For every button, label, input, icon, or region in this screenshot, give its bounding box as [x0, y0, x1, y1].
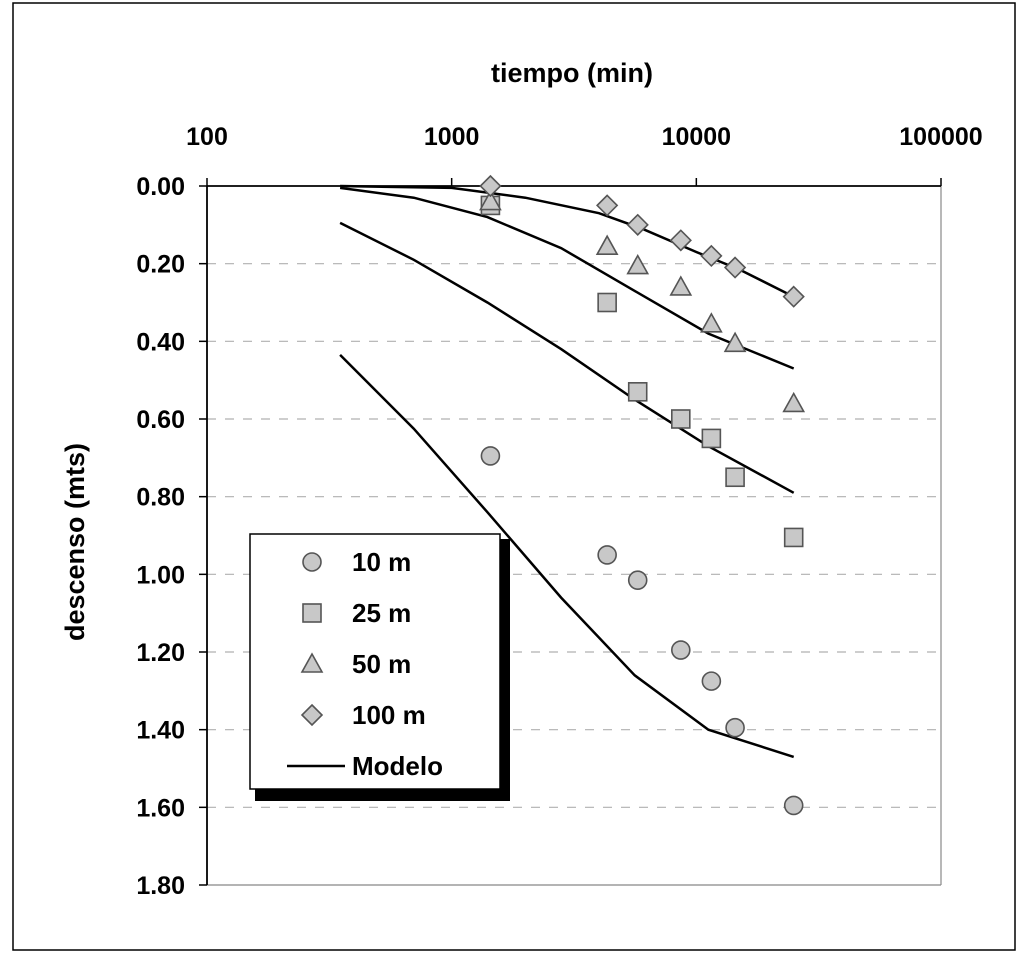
data-point-25m [627, 382, 648, 402]
data-point-50m [782, 391, 806, 413]
y-tick-label: 0.00 [136, 173, 185, 201]
y-tick-label: 0.20 [136, 251, 185, 279]
data-point-25m [671, 409, 691, 429]
data-point-10m [671, 640, 691, 660]
data-point-100m [669, 229, 692, 252]
model-line [339, 354, 795, 759]
data-point-100m [479, 174, 502, 198]
legend-label: 100 m [352, 700, 426, 730]
y-tick-label: 0.40 [136, 328, 185, 356]
legend-marker-10m [302, 552, 322, 572]
x-tick-label: 100000 [899, 123, 982, 151]
gridlines [207, 263, 941, 808]
axes: 0.00 0.20 0.40 0.60 0.80 1.00 1.20 1.40 1.60 1.80… [136, 123, 982, 900]
data-point-100m [782, 285, 805, 308]
legend-marker-100m [300, 703, 324, 727]
data-points [479, 174, 806, 816]
legend-label: 10 m [352, 547, 411, 577]
x-tick-label: 1000 [424, 123, 480, 151]
data-point-10m [725, 717, 745, 738]
data-point-100m [626, 213, 649, 236]
legend-label: Modelo [352, 751, 443, 781]
legend-box [249, 533, 501, 790]
data-point-100m [723, 256, 747, 279]
y-tick-label: 1.60 [136, 794, 185, 822]
data-point-25m [783, 527, 804, 548]
data-point-10m [783, 795, 804, 816]
data-point-50m [626, 253, 650, 275]
y-axis-label: descenso (mts) [60, 443, 90, 641]
y-tick-label: 0.80 [136, 484, 185, 512]
data-point-25m [701, 428, 722, 449]
data-point-50m [700, 312, 723, 333]
data-point-10m [701, 671, 722, 691]
data-point-25m [597, 292, 617, 313]
model-line [339, 186, 795, 370]
legend-label: 25 m [352, 598, 411, 628]
y-tick-label: 1.40 [136, 717, 185, 745]
legend-label: 50 m [352, 649, 411, 679]
x-axis-label: tiempo (min) [491, 58, 653, 88]
model-line [340, 184, 795, 298]
y-tick-label: 1.80 [136, 872, 185, 900]
data-point-100m [596, 194, 619, 217]
data-point-10m [480, 446, 501, 466]
data-point-50m [479, 189, 502, 211]
data-point-50m [723, 331, 747, 353]
legend: 10 m 25 m 50 m 100 m Modelo [249, 533, 510, 801]
model-lines [339, 184, 795, 759]
data-point-50m [669, 275, 693, 296]
data-point-25m [725, 467, 745, 488]
data-point-50m [595, 234, 619, 255]
data-point-100m [700, 244, 723, 268]
data-point-10m [627, 570, 648, 590]
x-tick-label: 10000 [662, 123, 732, 151]
y-tick-label: 1.00 [136, 561, 185, 589]
legend-marker-25m [302, 603, 322, 623]
legend-marker-50m [300, 652, 324, 673]
data-point-10m [597, 545, 617, 565]
x-tick-label: 100 [186, 123, 228, 151]
y-tick-label: 0.60 [136, 406, 185, 434]
y-tick-label: 1.20 [136, 639, 185, 667]
figure-border [12, 2, 1016, 951]
